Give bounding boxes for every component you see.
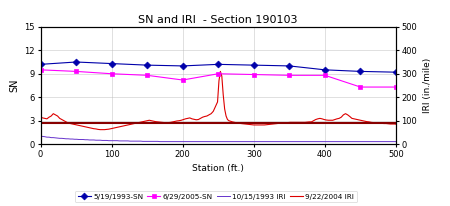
Legend: 5/19/1993-SN, 6/29/2005-SN, 10/15/1993 IRI, 9/22/2004 IRI: 5/19/1993-SN, 6/29/2005-SN, 10/15/1993 I… <box>75 191 357 202</box>
Y-axis label: IRI (in./mile): IRI (in./mile) <box>423 58 432 113</box>
X-axis label: Station (ft.): Station (ft.) <box>192 164 244 173</box>
Title: SN and IRI  - Section 190103: SN and IRI - Section 190103 <box>139 15 298 25</box>
Y-axis label: SN: SN <box>9 79 19 92</box>
